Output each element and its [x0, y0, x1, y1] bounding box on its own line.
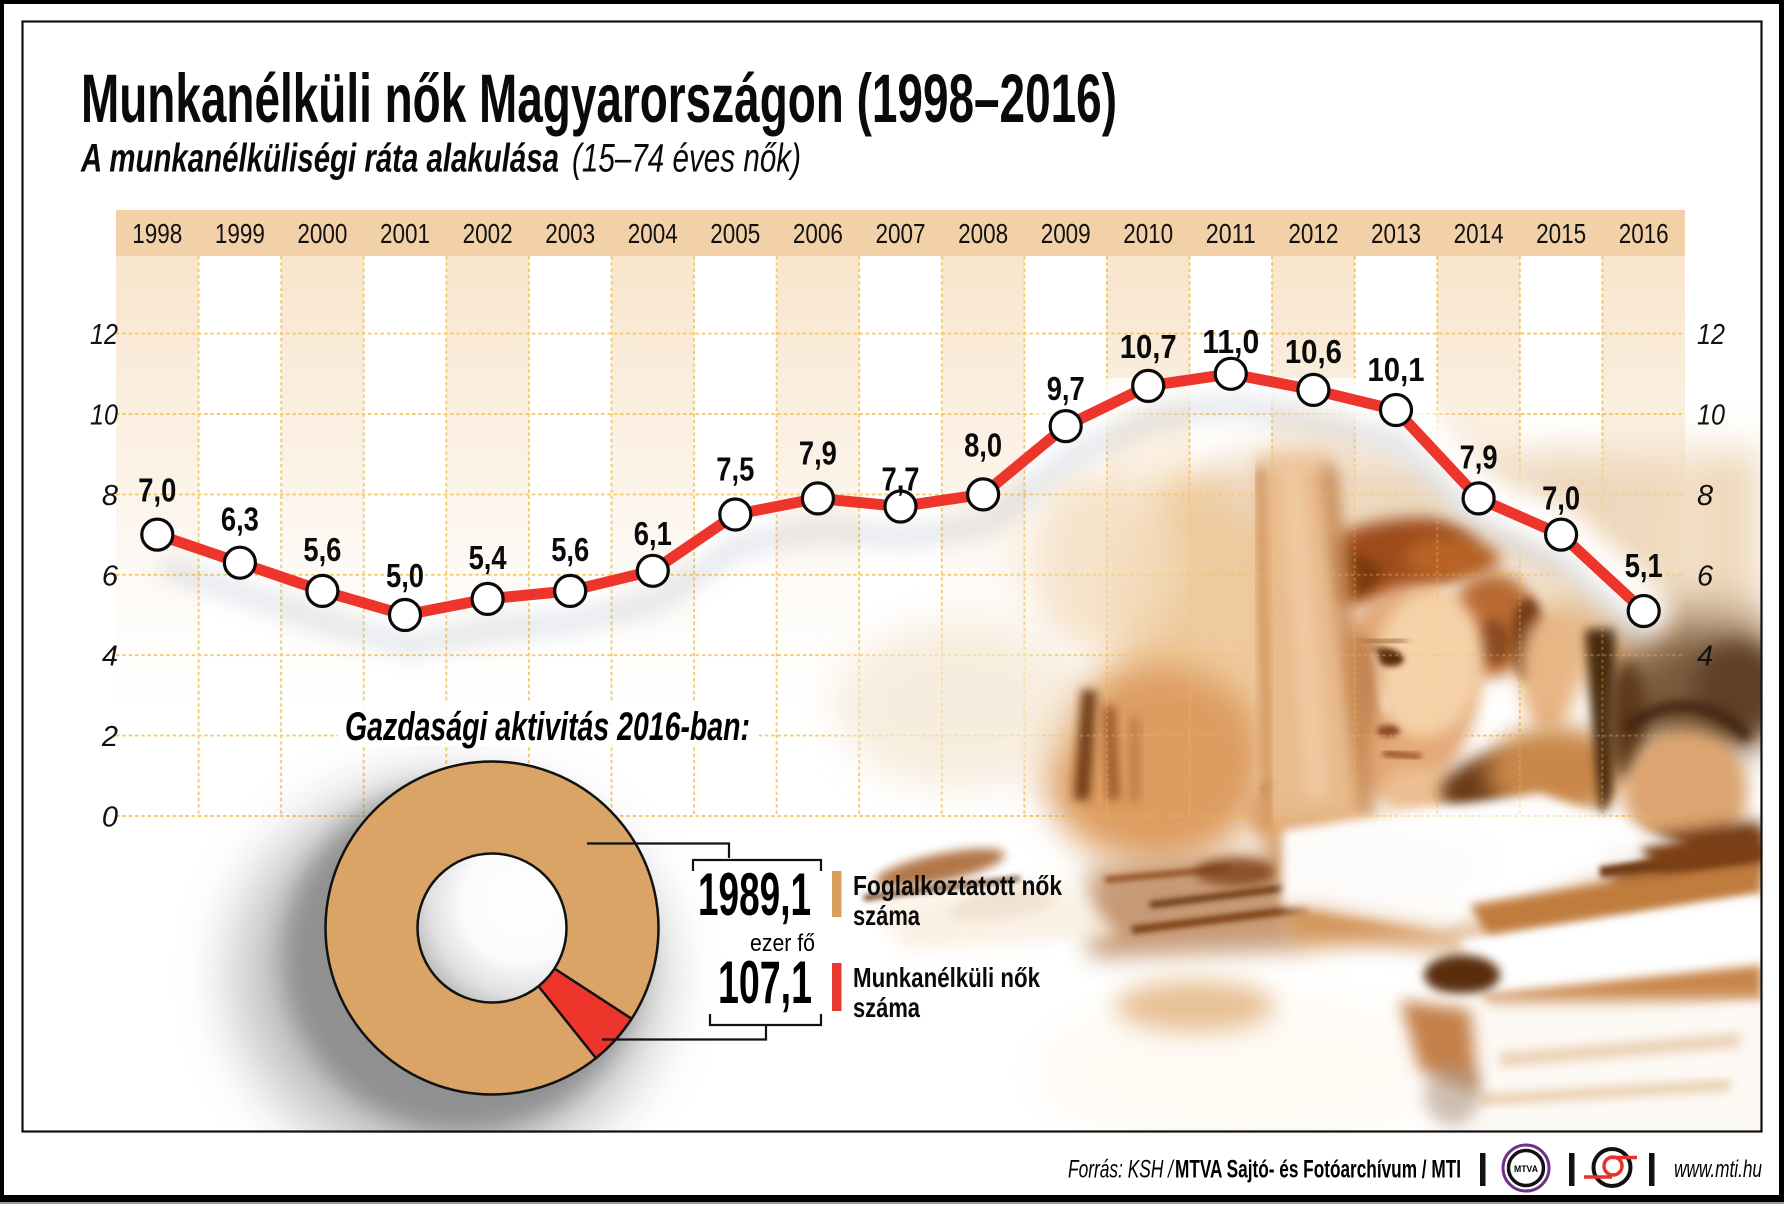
svg-text:A munkanélküliségi ráta alakul: A munkanélküliségi ráta alakulása — [80, 137, 559, 181]
svg-text:6,1: 6,1 — [634, 516, 672, 553]
svg-text:1998: 1998 — [132, 218, 182, 249]
svg-text:8,0: 8,0 — [964, 427, 1002, 464]
svg-text:Forrás: KSH /: Forrás: KSH / — [1068, 1156, 1175, 1184]
svg-text:7,9: 7,9 — [1460, 439, 1498, 476]
svg-text:2010: 2010 — [1123, 218, 1173, 249]
svg-text:12: 12 — [1697, 319, 1725, 351]
svg-text:10,6: 10,6 — [1285, 334, 1342, 371]
svg-text:5,1: 5,1 — [1625, 548, 1663, 585]
svg-text:Munkanélküli nők Magyarországo: Munkanélküli nők Magyarországon (1998–20… — [81, 60, 1117, 137]
svg-text:0: 0 — [102, 802, 118, 834]
svg-text:7,5: 7,5 — [716, 452, 754, 489]
svg-text:száma: száma — [853, 992, 920, 1023]
svg-text:1989,1: 1989,1 — [698, 861, 811, 928]
svg-text:4: 4 — [102, 641, 118, 673]
svg-text:2006: 2006 — [793, 218, 843, 249]
svg-text:10,7: 10,7 — [1120, 329, 1177, 366]
svg-text:2004: 2004 — [628, 218, 678, 249]
svg-text:2002: 2002 — [463, 218, 513, 249]
svg-text:2016: 2016 — [1619, 218, 1669, 249]
svg-text:MTVA: MTVA — [1514, 1164, 1538, 1174]
svg-text:www.mti.hu: www.mti.hu — [1674, 1156, 1762, 1183]
svg-text:2: 2 — [101, 721, 118, 753]
svg-text:5,4: 5,4 — [469, 540, 507, 577]
svg-text:5,6: 5,6 — [551, 532, 589, 569]
svg-text:12: 12 — [90, 319, 118, 351]
svg-text:11,0: 11,0 — [1202, 324, 1259, 361]
svg-text:2000: 2000 — [297, 218, 347, 249]
svg-text:2008: 2008 — [958, 218, 1008, 249]
svg-text:10: 10 — [1697, 400, 1725, 432]
svg-text:10,1: 10,1 — [1368, 352, 1425, 389]
svg-text:MTVA Sajtó- és Fotóarchívum /: MTVA Sajtó- és Fotóarchívum / MTI — [1175, 1156, 1461, 1184]
svg-text:2005: 2005 — [710, 218, 760, 249]
svg-text:1999: 1999 — [215, 218, 265, 249]
svg-text:5,0: 5,0 — [386, 558, 424, 595]
svg-text:4: 4 — [1697, 641, 1713, 673]
svg-text:6: 6 — [1697, 560, 1714, 592]
svg-text:száma: száma — [853, 900, 920, 931]
svg-text:6: 6 — [102, 560, 119, 592]
svg-text:(15–74 éves nők): (15–74 éves nők) — [572, 137, 801, 181]
svg-text:Gazdasági aktivitás 2016-ban:: Gazdasági aktivitás 2016-ban: — [345, 705, 750, 749]
svg-text:5,6: 5,6 — [303, 532, 341, 569]
svg-text:ezer fő: ezer fő — [750, 930, 815, 957]
svg-text:7,0: 7,0 — [1542, 481, 1580, 518]
svg-text:Munkanélküli nők: Munkanélküli nők — [853, 962, 1040, 993]
svg-text:2011: 2011 — [1206, 218, 1256, 249]
svg-text:107,1: 107,1 — [718, 949, 812, 1016]
svg-text:2003: 2003 — [545, 218, 595, 249]
svg-text:2015: 2015 — [1536, 218, 1586, 249]
svg-text:7,9: 7,9 — [799, 435, 837, 472]
svg-text:2009: 2009 — [1041, 218, 1091, 249]
svg-text:2013: 2013 — [1371, 218, 1421, 249]
svg-text:7,0: 7,0 — [138, 473, 176, 510]
svg-text:6,3: 6,3 — [221, 502, 259, 539]
svg-text:7,7: 7,7 — [882, 462, 920, 499]
svg-text:8: 8 — [102, 480, 118, 512]
svg-text:2007: 2007 — [876, 218, 926, 249]
svg-text:Foglalkoztatott nők: Foglalkoztatott nők — [853, 870, 1062, 901]
svg-text:2014: 2014 — [1454, 218, 1504, 249]
svg-text:10: 10 — [90, 400, 118, 432]
svg-text:2001: 2001 — [380, 218, 430, 249]
svg-text:8: 8 — [1697, 480, 1713, 512]
svg-text:9,7: 9,7 — [1047, 371, 1085, 408]
svg-text:2012: 2012 — [1288, 218, 1338, 249]
